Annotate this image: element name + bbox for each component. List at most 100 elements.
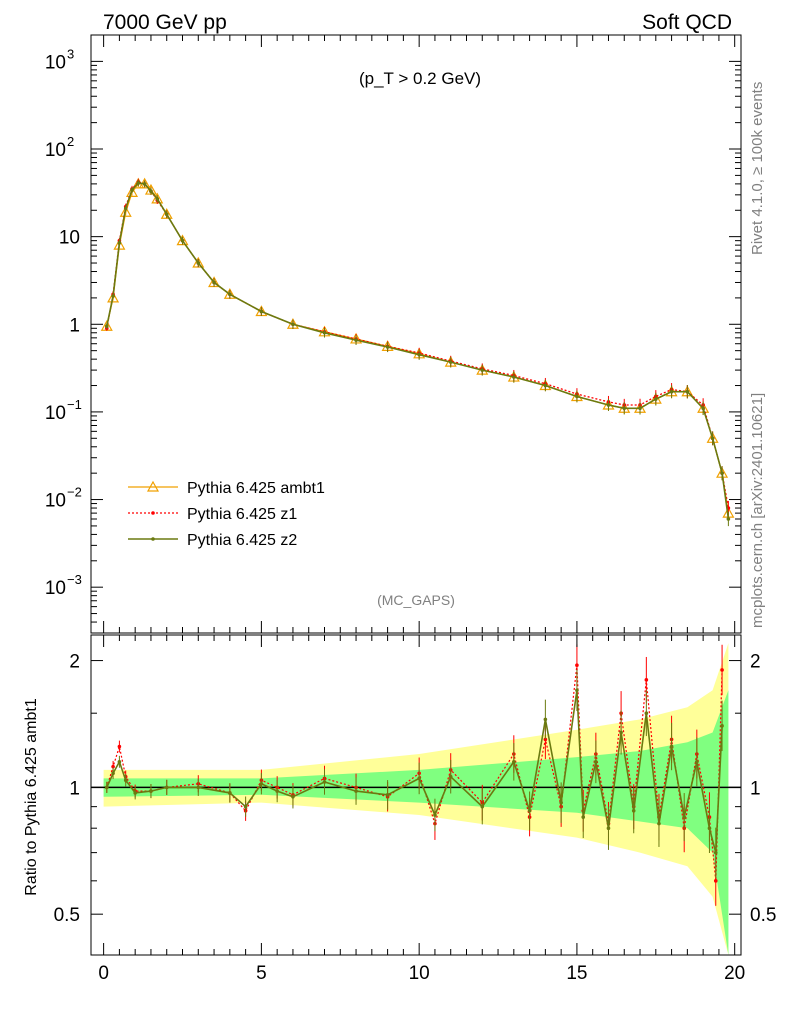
main-y-tick-label: 1 [69, 315, 80, 336]
main-point-z2 [111, 294, 115, 298]
legend-label-2: Pythia 6.425 z1 [187, 506, 297, 523]
main-y-tick-exponent: −1 [67, 397, 82, 412]
ratio-point-2 [196, 785, 201, 790]
main-y-tick-exponent: −2 [67, 485, 82, 500]
ratio-point-1 [720, 668, 724, 672]
main-point-z2 [212, 280, 216, 285]
ratio-series-line-2 [106, 690, 723, 853]
ratio-point-1 [575, 663, 579, 667]
ratio-x-tick-label: 10 [409, 963, 430, 984]
ratio-point-2 [581, 815, 586, 819]
main-point-z2 [117, 241, 122, 245]
ratio-point-2 [117, 760, 122, 764]
ratio-y-tick-label-right: 0.5 [750, 905, 776, 926]
ratio-point-2 [559, 800, 563, 805]
main-point-ambt1 [119, 205, 132, 217]
main-y-tick-label: 10 [45, 403, 66, 424]
ratio-point-2 [448, 774, 453, 779]
ratio-point-2 [713, 850, 718, 855]
main-point-z2 [480, 368, 485, 372]
ratio-point-2 [385, 793, 390, 797]
ratio-y-tick-label-right: 1 [750, 778, 761, 799]
main-point-z2 [259, 309, 264, 314]
main-point-ambt1 [125, 186, 139, 197]
main-point-ambt1 [160, 208, 173, 219]
main-point-z2 [354, 338, 358, 342]
ratio-point-1 [713, 879, 718, 883]
main-point-z2 [322, 330, 327, 335]
ratio-panel-frame [90, 634, 742, 956]
ratio-point-2 [669, 744, 674, 749]
ratio-point-2 [291, 794, 295, 799]
ratio-point-2 [133, 791, 137, 795]
main-point-z2 [512, 375, 516, 379]
main-point-ambt1 [176, 234, 189, 246]
main-y-tick-exponent: 2 [67, 134, 74, 149]
ratio-point-2 [243, 804, 248, 809]
main-point-z2 [196, 261, 201, 265]
ratio-y-tick-label: 0.5 [54, 905, 80, 926]
ratio-point-2 [644, 711, 649, 715]
main-point-z2 [142, 182, 147, 186]
main-point-z2 [638, 406, 642, 411]
main-point-z2 [130, 188, 134, 192]
ratio-point-2 [575, 688, 579, 693]
ratio-point-2 [433, 813, 437, 817]
ratio-y-axis-label: Ratio to Pythia 6.425 ambt1 [23, 698, 40, 896]
ratio-point-2 [123, 778, 128, 782]
main-point-z2 [149, 189, 153, 194]
legend-marker-2 [151, 511, 155, 515]
ratio-y-axis: 0.5 0.5 1 1 2 2 [54, 652, 777, 927]
ratio-point-1 [117, 744, 122, 749]
ratio-point-2 [657, 821, 661, 826]
ratio-point-2 [322, 780, 327, 784]
main-point-z2 [622, 406, 627, 411]
ratio-x-tick-label: 15 [566, 963, 587, 984]
main-y-tick-exponent: 3 [67, 46, 74, 61]
main-point-z2 [291, 322, 295, 327]
main-x-axis [103, 35, 736, 633]
main-y-tick-label: 10 [59, 228, 80, 249]
ratio-point-2 [275, 789, 279, 793]
ratio-point-2 [695, 760, 699, 764]
main-panel-frame [90, 34, 742, 634]
ratio-panel: 0.5 0.5 1 1 2 2 0 5 10 15 20 Ratio to Pythia 6.42… [23, 634, 777, 984]
main-y-tick-label: 10 [45, 52, 66, 73]
main-point-z2 [654, 397, 658, 401]
ratio-point-2 [543, 717, 548, 722]
main-point-z2 [669, 389, 674, 394]
main-point-z2 [228, 292, 232, 297]
ratio-point-2 [594, 760, 598, 764]
ratio-point-2 [354, 789, 358, 793]
ratio-y-tick-label: 1 [69, 778, 80, 799]
ratio-data-marks [91, 643, 741, 955]
ratio-x-axis: 0 5 10 15 20 [98, 635, 745, 984]
ratio-x-tick-label: 5 [256, 963, 267, 984]
ratio-series-line-1 [106, 665, 723, 881]
ratio-point-2 [631, 808, 636, 813]
main-y-tick-exponent: −3 [67, 572, 82, 587]
main-point-z2 [104, 324, 109, 329]
legend-marker-3 [151, 537, 155, 541]
ratio-y-tick-label-right: 2 [750, 652, 761, 673]
ratio-point-2 [417, 776, 421, 781]
ratio-x-tick-label: 0 [98, 963, 109, 984]
main-series-line-2 [106, 181, 730, 509]
ratio-point-2 [720, 724, 724, 728]
legend-marker-ambt1 [146, 480, 160, 492]
ratio-point-1 [644, 678, 649, 682]
ratio-point-2 [619, 730, 623, 735]
main-point-z2 [701, 406, 705, 411]
ratio-point-2 [606, 826, 611, 830]
main-point-z2 [123, 206, 128, 211]
ratio-point-2 [512, 760, 516, 764]
ratio-x-tick-label: 20 [724, 963, 745, 984]
main-point-z2 [164, 212, 169, 217]
main-point-z2 [155, 197, 160, 201]
ratio-point-2 [707, 826, 712, 830]
ratio-point-1 [543, 737, 548, 742]
main-point-ambt1 [107, 291, 120, 303]
ratio-point-2 [228, 791, 232, 795]
